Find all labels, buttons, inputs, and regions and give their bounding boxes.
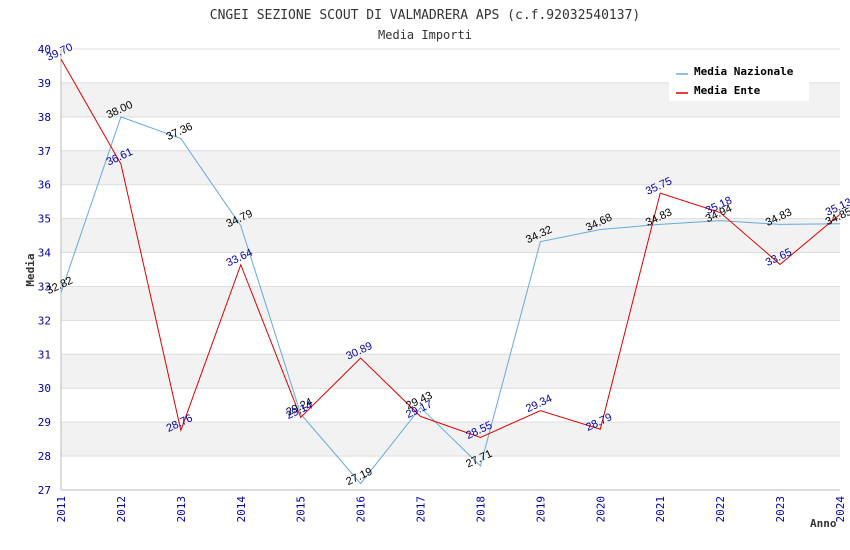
plot-band	[61, 150, 840, 185]
chart-subtitle: Media Importi	[378, 28, 472, 42]
data-label: 29.34	[524, 393, 554, 416]
plot-band	[61, 286, 840, 321]
y-tick-label: 40	[38, 43, 51, 56]
y-tick-label: 28	[38, 450, 51, 463]
y-axis-label: Media	[24, 253, 37, 286]
y-tick-label: 33	[38, 280, 51, 293]
x-tick-label: 2018	[474, 496, 487, 523]
x-tick-label: 2014	[235, 496, 248, 523]
x-tick-label: 2016	[355, 496, 368, 523]
legend-label-media-nazionale: Media Nazionale	[694, 65, 794, 78]
axes	[60, 49, 840, 491]
legend: Media Nazionale Media Ente	[669, 60, 809, 101]
y-tick-label: 36	[38, 179, 51, 192]
series-lines	[60, 58, 841, 485]
series-line-1	[60, 58, 841, 438]
x-tick-label: 2013	[175, 496, 188, 523]
data-label: 27.19	[344, 466, 374, 489]
x-tick-label: 2022	[714, 496, 727, 523]
legend-label-media-ente: Media Ente	[694, 84, 761, 97]
x-tick-label: 2023	[774, 496, 787, 523]
x-tick-label: 2011	[55, 496, 68, 523]
chart-title: CNGEI SEZIONE SCOUT DI VALMADRERA APS (c…	[210, 8, 640, 23]
x-axis-label: Anno	[810, 517, 837, 530]
y-tick-label: 37	[38, 145, 51, 158]
y-tick-label: 39	[38, 77, 51, 90]
y-tick-label: 27	[38, 484, 51, 497]
x-tick-label: 2017	[415, 496, 428, 523]
x-tick-label: 2015	[295, 496, 308, 523]
legend-box	[669, 60, 809, 101]
plot-band	[61, 422, 840, 457]
y-tick-label: 32	[38, 314, 51, 327]
y-tick-label: 35	[38, 213, 51, 226]
x-tick-label: 2019	[534, 496, 547, 523]
y-tick-label: 29	[38, 416, 51, 429]
y-axis-ticks: 27 28 29 30 31 32 33 34 35 36 37 38 39 40	[38, 43, 52, 497]
x-tick-label: 2012	[115, 496, 128, 523]
data-label: 37.36	[165, 121, 195, 144]
x-tick-label: 2020	[594, 496, 607, 523]
y-tick-label: 30	[38, 382, 51, 395]
y-tick-label: 34	[38, 247, 52, 260]
x-axis-ticks: 2011 2012 2013 2014 2015 2016 2017 2018 2019 2020…	[55, 496, 847, 523]
x-tick-label: 2021	[654, 496, 667, 523]
y-tick-label: 38	[38, 111, 51, 124]
y-tick-label: 31	[38, 348, 51, 361]
plot-band	[61, 218, 840, 253]
plot-band	[61, 354, 840, 389]
x-tick-label: 2024	[834, 496, 847, 523]
series-line-0	[60, 116, 841, 485]
